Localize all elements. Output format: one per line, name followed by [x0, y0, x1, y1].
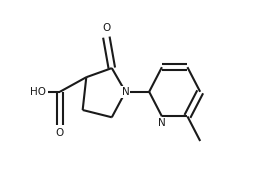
Text: N: N: [158, 118, 166, 128]
Text: N: N: [122, 87, 129, 97]
Text: HO: HO: [30, 87, 46, 97]
Text: O: O: [102, 23, 111, 33]
Text: O: O: [56, 128, 64, 138]
